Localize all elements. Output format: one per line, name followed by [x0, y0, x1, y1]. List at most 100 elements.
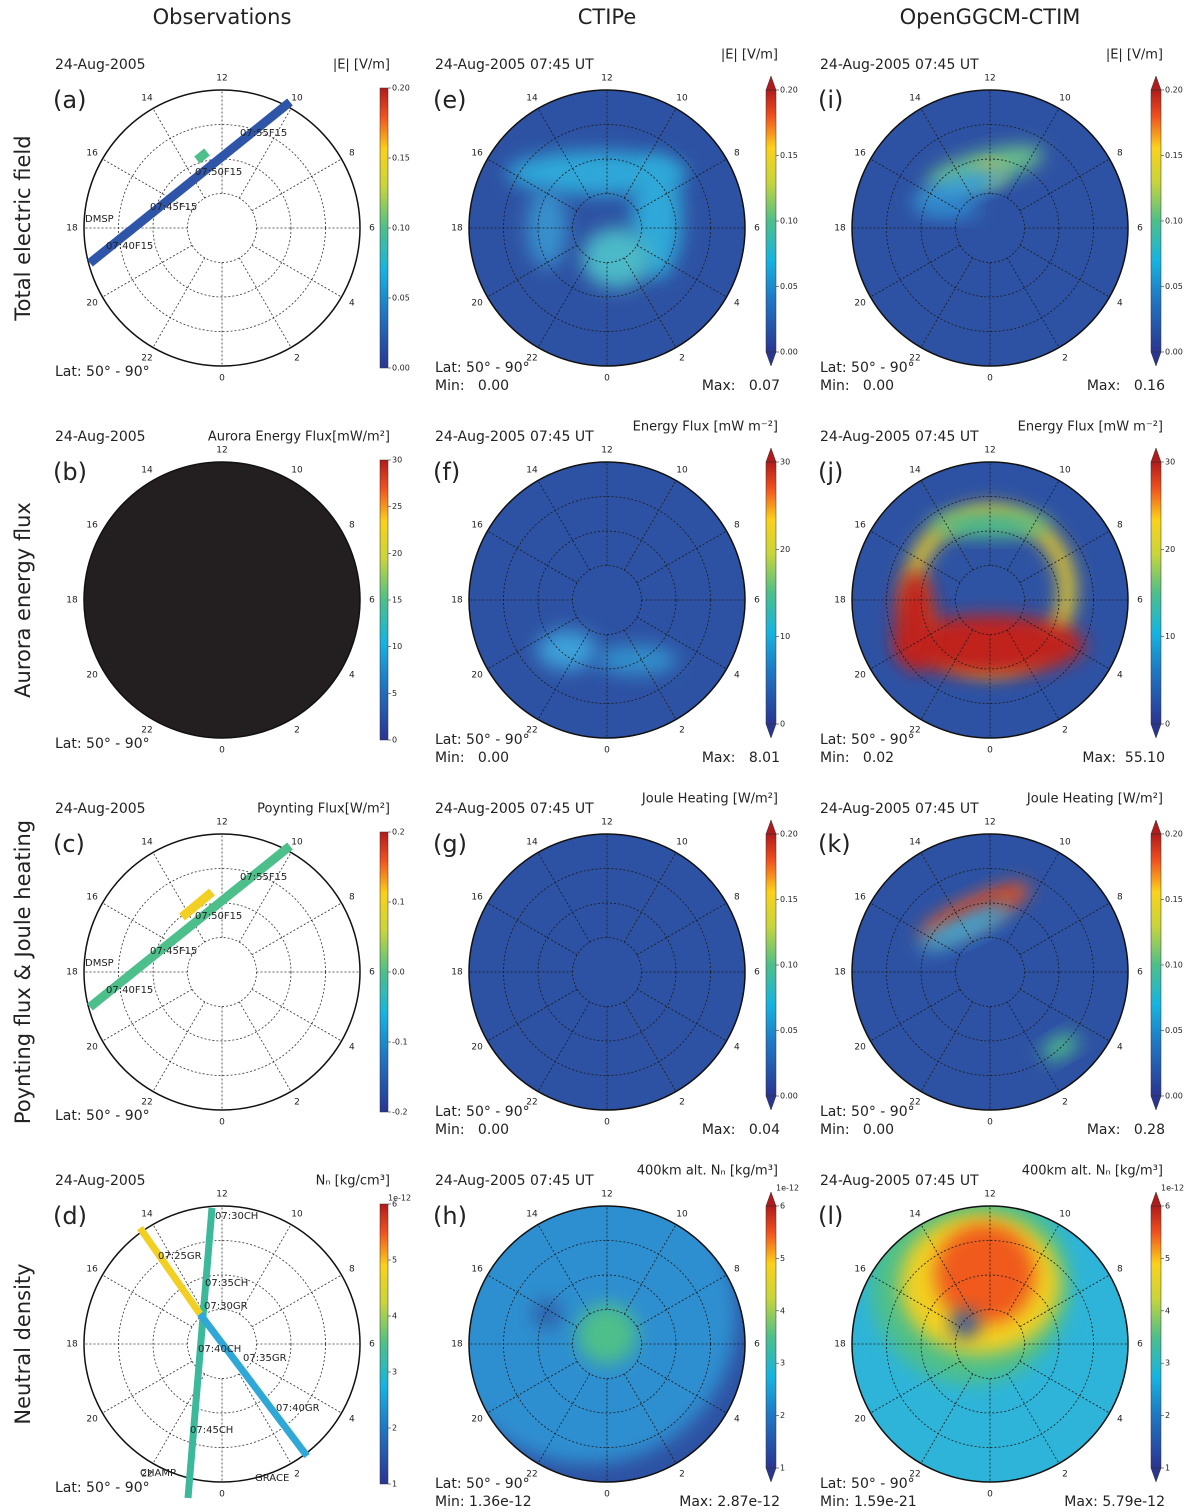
colorbar-label: 0.10 [780, 961, 798, 970]
hour-label: 20 [86, 1415, 98, 1425]
lat-range: Lat: 50° - 90° [435, 1476, 530, 1492]
colorbar [766, 462, 776, 724]
panel-date: 24-Aug-2005 07:45 UT [820, 429, 979, 445]
hour-label: 16 [86, 149, 98, 159]
colorbar-label: 0.10 [1165, 961, 1183, 970]
colorbar-label: 6 [780, 1202, 785, 1211]
hour-label: 10 [291, 1210, 303, 1220]
colorbar-label: 10 [1165, 632, 1175, 641]
panel: 121416182022024681024-Aug-2005 07:45 UTE… [433, 420, 790, 767]
contour [895, 570, 935, 670]
colorbar-label: 0.00 [392, 364, 410, 373]
panel: 121416182022024681024-Aug-2005 07:45 UT|… [433, 48, 798, 395]
hour-label: 20 [471, 299, 483, 309]
colorbar-label: 0.05 [780, 1026, 798, 1035]
hour-label: 4 [734, 1415, 740, 1425]
hour-label: 16 [471, 521, 483, 531]
hour-label: 8 [349, 893, 355, 903]
hour-label: 18 [66, 596, 78, 606]
panel-date: 24-Aug-2005 [55, 429, 146, 445]
hour-label: 22 [141, 353, 152, 363]
hour-label: 22 [141, 1097, 152, 1107]
hour-label: 12 [601, 74, 612, 84]
hour-label: 20 [86, 1043, 98, 1053]
hour-label: 0 [987, 746, 993, 756]
hour-label: 4 [734, 671, 740, 681]
lat-range: Lat: 50° - 90° [820, 732, 915, 748]
hour-label: 18 [451, 224, 463, 234]
hour-label: 2 [679, 725, 685, 735]
hour-label: 20 [86, 299, 98, 309]
colorbar-exponent: 1e-12 [776, 1184, 799, 1193]
hour-label: 14 [909, 1210, 921, 1220]
hour-label: 14 [526, 1210, 538, 1220]
min-value: Min: 1.59e-21 [820, 1494, 917, 1510]
panel-date: 24-Aug-2005 07:45 UT [820, 57, 979, 73]
panel-date: 24-Aug-2005 07:45 UT [435, 801, 594, 817]
colorbar-label: 5 [392, 1256, 397, 1265]
panel-letter: (i) [818, 86, 843, 114]
hour-label: 18 [834, 1340, 846, 1350]
panel-date: 24-Aug-2005 07:45 UT [820, 1173, 979, 1189]
colorbar-label: 20 [392, 549, 402, 558]
colorbar [380, 832, 388, 1112]
colorbar [1151, 462, 1161, 724]
colorbar-label: 0.10 [392, 224, 410, 233]
min-value: Min: 1.36e-12 [435, 1494, 532, 1510]
colorbar-label: 0.05 [780, 282, 798, 291]
colorbar-label: 0.05 [1165, 282, 1183, 291]
hour-label: 20 [854, 1043, 866, 1053]
min-value: Min: 0.00 [820, 1122, 894, 1138]
lat-range: Lat: 50° - 90° [435, 360, 530, 376]
colorbar-label: 0.00 [1165, 348, 1183, 357]
lat-range: Lat: 50° - 90° [435, 1104, 530, 1120]
colorbar-label: 5 [780, 1254, 785, 1263]
colorbar-cap [766, 1468, 776, 1482]
track-label: CHAMP [140, 1468, 176, 1479]
track-label: 07:40GR [276, 1403, 320, 1414]
colorbar-label: 15 [392, 596, 402, 605]
contour [597, 645, 677, 675]
hour-label: 12 [984, 446, 995, 456]
hour-label: 20 [471, 1043, 483, 1053]
track-label: 07:40CH [198, 1344, 241, 1355]
colorbar-label: 0.2 [392, 828, 405, 837]
colorbar-label: 0.00 [780, 1092, 798, 1101]
hour-label: 14 [526, 838, 538, 848]
colorbar-label: 0.10 [1165, 217, 1183, 226]
colorbar [766, 1206, 776, 1468]
hour-label: 8 [349, 149, 355, 159]
hour-label: 16 [471, 149, 483, 159]
hour-label: 2 [679, 1097, 685, 1107]
track-label: 07:25GR [158, 1251, 202, 1262]
colorbar-label: 4 [780, 1306, 785, 1315]
panel-quantity: Energy Flux [mW m⁻²] [1018, 420, 1163, 435]
hour-label: 8 [1117, 149, 1123, 159]
colorbar-cap [1151, 1192, 1161, 1206]
track-label: 07:55F15 [240, 872, 287, 883]
colorbar-label: 30 [780, 458, 790, 467]
colorbar-label: 5 [392, 689, 397, 698]
hour-label: 10 [291, 466, 303, 476]
hour-label: 14 [141, 466, 153, 476]
hour-label: 6 [754, 224, 760, 234]
panel-letter: (j) [818, 458, 843, 486]
hour-label: 12 [984, 74, 995, 84]
hour-label: 2 [1062, 1469, 1068, 1479]
map-disc [469, 462, 745, 738]
track-label: 07:30CH [215, 1211, 258, 1222]
panel: 121416182022024681024-Aug-2005|E| [V/m](… [53, 57, 410, 384]
panel-quantity: Poynting Flux[W/m²] [257, 802, 390, 817]
colorbar-label: 0.15 [780, 151, 798, 160]
hour-label: 18 [451, 596, 463, 606]
panel: 121416182022024681024-Aug-2005Aurora Ene… [53, 429, 402, 756]
contour [935, 1224, 1035, 1324]
hour-label: 2 [679, 1469, 685, 1479]
hour-label: 0 [219, 1490, 225, 1500]
hour-label: 4 [734, 1043, 740, 1053]
hour-label: 0 [987, 1490, 993, 1500]
colorbar-cap [1151, 76, 1161, 90]
hour-label: 12 [984, 1190, 995, 1200]
hour-label: 8 [734, 521, 740, 531]
